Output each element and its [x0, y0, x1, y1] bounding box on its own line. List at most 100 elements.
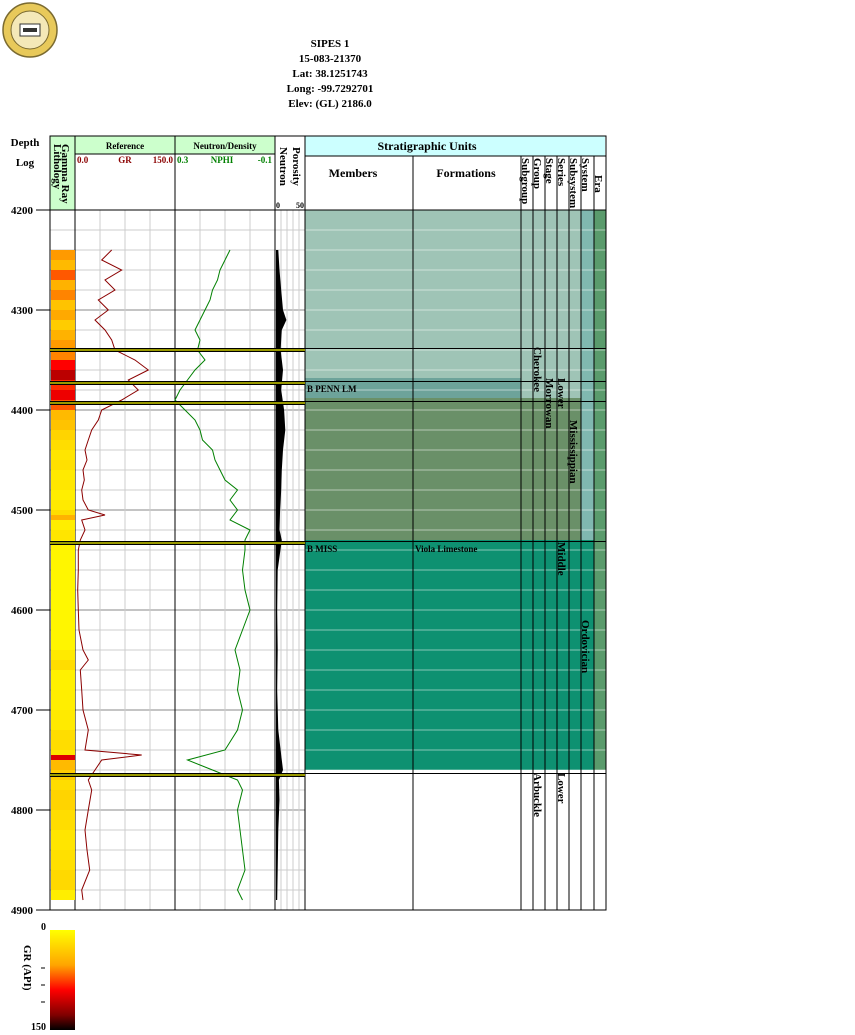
porosity-min: 0	[276, 201, 280, 210]
nphi-max: -0.1	[258, 155, 273, 165]
lithology-band	[51, 590, 75, 610]
log-curves	[77, 249, 287, 901]
lithology-band	[51, 780, 75, 790]
lithology-header-bg	[50, 136, 75, 210]
gr-legend: 0 150 GR (API)	[21, 922, 75, 1033]
group-fill-ord	[521, 540, 581, 770]
lithology-band	[51, 810, 75, 830]
depth-label: 4500	[11, 505, 34, 517]
lithology-band	[51, 550, 75, 570]
lithology-band	[51, 480, 75, 490]
lithology-band	[51, 300, 75, 310]
lithology-band	[51, 410, 75, 420]
strat-label-middle: Middle	[555, 542, 567, 576]
lithology-band	[51, 440, 75, 450]
lithology-band	[51, 360, 75, 370]
formations-header: Formations	[436, 166, 496, 180]
gr-curve-label: GR	[118, 155, 132, 165]
lithology-band	[51, 515, 75, 520]
strat-label-lower-penn: Lower	[555, 378, 567, 409]
depth-label: 4800	[11, 805, 34, 817]
lithology-band	[51, 290, 75, 300]
porosity-fill	[276, 250, 287, 900]
lithology-band	[51, 510, 75, 515]
lithology-band	[51, 670, 75, 690]
lithology-band	[51, 520, 75, 530]
system-fill-ord	[581, 540, 594, 770]
gr-min: 0.0	[77, 155, 89, 165]
lithology-band	[51, 320, 75, 330]
lithology-band	[51, 755, 75, 760]
depth-label: 4700	[11, 705, 34, 717]
gamma-ray-header: Gamma Ray	[59, 144, 71, 204]
strat-header-bg	[305, 136, 605, 156]
subgroup-header: Subgroup	[519, 158, 531, 204]
lithology-band	[51, 890, 75, 900]
lithology-band	[51, 490, 75, 500]
lithology-band	[51, 260, 75, 270]
strat-label-morrowan: Morrowan	[543, 378, 555, 429]
lithology-band	[51, 830, 75, 850]
neutron-density-header: Neutron/Density	[193, 141, 257, 151]
lithology-band	[51, 660, 75, 670]
depth-label: 4600	[11, 605, 34, 617]
nphi-min: 0.3	[177, 155, 189, 165]
lithology-band	[51, 450, 75, 460]
lithology-band	[51, 850, 75, 870]
lithology-band	[51, 630, 75, 650]
gr-legend-max: 150	[31, 1022, 46, 1033]
gridlines	[50, 209, 606, 911]
formation-label: Viola Limestone	[415, 544, 477, 554]
lithology-band	[51, 390, 75, 400]
depth-label: 4400	[11, 405, 34, 417]
lithology-band	[51, 350, 75, 360]
strat-label-arbuckle: Arbuckle	[531, 773, 543, 817]
gr-max: 150.0	[153, 155, 174, 165]
neutron-header: Neutron	[277, 147, 289, 186]
reference-header: Reference	[106, 141, 144, 151]
top-label: B PENN LM	[307, 384, 357, 394]
era-header: Era	[592, 175, 604, 193]
depth-label: 4200	[11, 205, 34, 217]
well-header: SIPES 1 15-083-21370 Lat: 38.1251743 Lon…	[230, 37, 430, 112]
neutron-density-header-bg	[175, 136, 275, 154]
lithology-band	[51, 610, 75, 630]
well-long: Long: -99.7292701	[286, 83, 374, 95]
well-name: SIPES 1	[310, 38, 350, 50]
gr-legend-min: 0	[41, 922, 46, 933]
lithology-band	[51, 870, 75, 890]
depth-label: 4300	[11, 305, 34, 317]
lithology-band	[51, 340, 75, 350]
depth-label: 4900	[11, 905, 34, 917]
system-header: System	[579, 158, 591, 192]
strat-units-header: Stratigraphic Units	[378, 139, 477, 153]
lithology-band	[51, 310, 75, 320]
well-elev: Elev: (GL) 2186.0	[288, 98, 372, 110]
subsystem-header: Subsystem	[567, 158, 579, 208]
lithology-column	[51, 250, 75, 900]
gr-curve	[77, 249, 150, 901]
nphi-curve	[174, 249, 251, 901]
lithology-band	[51, 370, 75, 380]
group-fill-miss	[521, 398, 581, 540]
formation-tops: B PENN LM B MISS Viola Limestone	[50, 348, 606, 777]
reference-header-bg	[75, 136, 175, 154]
log-header: Log	[16, 157, 35, 169]
group-header: Group	[531, 158, 543, 189]
lithology-band	[51, 530, 75, 540]
lithology-band	[51, 760, 75, 770]
strat-label-ordovician: Ordovician	[579, 620, 591, 673]
lithology-band	[51, 420, 75, 430]
gr-legend-title: GR (API)	[21, 945, 33, 991]
gr-legend-bar	[50, 930, 75, 1030]
well-api: 15-083-21370	[298, 53, 362, 65]
strat-label-mississippian: Mississippian	[567, 420, 579, 484]
nphi-curve-label: NPHI	[211, 155, 234, 165]
lithology-band	[51, 470, 75, 480]
lithology-band	[51, 270, 75, 280]
depth-labels: 4200 4300 4400 4500 4600 4700 4800 4900	[11, 205, 50, 917]
lithology-band	[51, 650, 75, 660]
strat-label-lower-ord: Lower	[555, 773, 567, 804]
lithology-band	[51, 750, 75, 755]
lithology-band	[51, 250, 75, 260]
